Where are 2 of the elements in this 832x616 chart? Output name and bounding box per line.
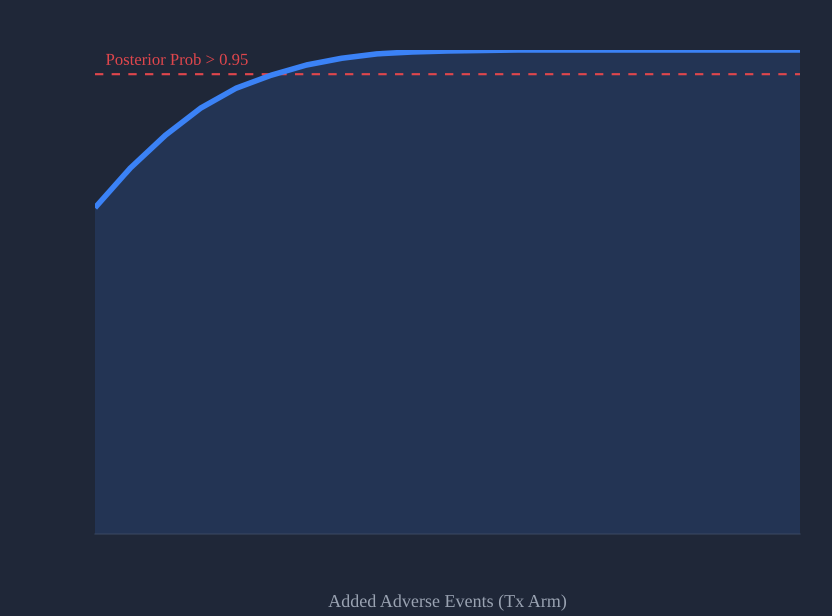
- ref-line-label: Posterior Prob > 0.95: [106, 53, 248, 66]
- x-axis-title: Added Adverse Events (Tx Arm): [328, 594, 566, 611]
